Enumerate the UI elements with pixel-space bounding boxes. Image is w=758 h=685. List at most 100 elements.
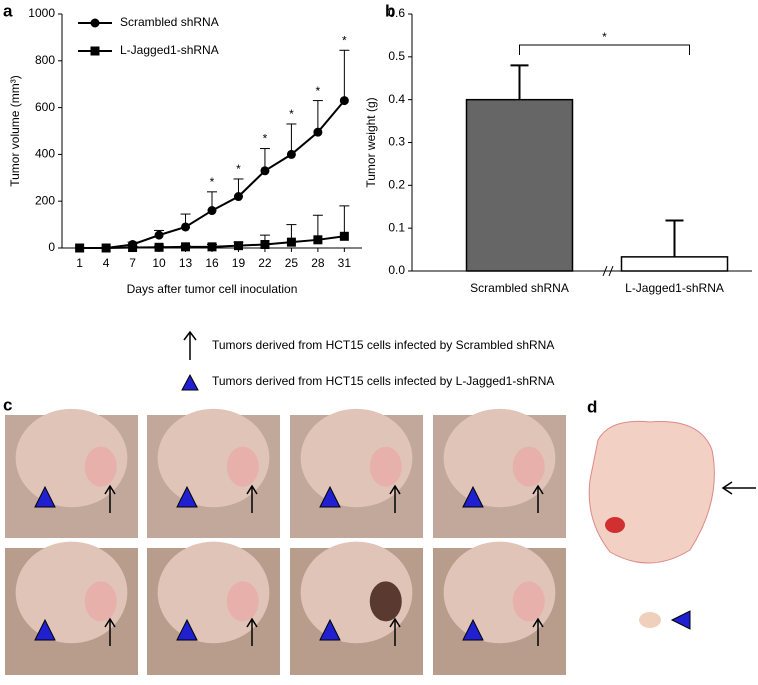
tumor <box>512 581 545 622</box>
arrow-icon <box>532 617 544 628</box>
marker <box>101 243 111 253</box>
marker <box>75 243 85 253</box>
triangle-icon <box>34 485 56 508</box>
marker <box>286 237 296 247</box>
x-tick-label: 10 <box>152 256 166 270</box>
y-tick-label: 200 <box>35 193 55 207</box>
y-tick-label: 0.6 <box>388 6 405 20</box>
marker <box>313 235 323 245</box>
marker <box>339 96 349 106</box>
marker <box>233 192 243 202</box>
legend-text: Tumors derived from HCT15 cells infected… <box>212 338 554 352</box>
triangle-icon <box>176 618 198 641</box>
y-tick-label: 800 <box>35 53 55 67</box>
x-tick-label: 22 <box>258 256 272 270</box>
significance-mark: * <box>236 162 241 176</box>
y-tick-label: 0.0 <box>388 263 405 277</box>
tumor <box>512 446 545 487</box>
y-tick-label: 0.1 <box>388 220 405 234</box>
y-tick-label: 0.4 <box>388 92 405 106</box>
x-tick-label: Scrambled shRNA <box>470 281 569 295</box>
y-tick-label: 0.5 <box>388 49 405 63</box>
significance-mark: * <box>210 175 215 189</box>
significance-bracket <box>519 44 690 55</box>
marker <box>181 242 191 252</box>
x-tick-label: 19 <box>232 256 246 270</box>
tumor <box>639 612 661 628</box>
significance-mark: * <box>602 30 607 44</box>
marker <box>286 149 296 159</box>
y-tick-label: 600 <box>35 100 55 114</box>
marker <box>207 206 217 216</box>
y-tick-label: 0 <box>48 240 55 254</box>
marker <box>260 166 270 176</box>
y-tick-label: 0.2 <box>388 178 405 192</box>
marker <box>313 127 323 137</box>
arrow-icon <box>246 617 258 628</box>
tumor <box>226 581 259 622</box>
tumor <box>369 446 402 487</box>
arrow-icon <box>721 481 733 495</box>
x-tick-label: 4 <box>103 256 110 270</box>
y-tick-label: 0.3 <box>388 135 405 149</box>
panel-label: b <box>385 1 395 20</box>
arrow-icon <box>389 484 401 495</box>
legend-text: Tumors derived from HCT15 cells infected… <box>212 374 554 388</box>
marker <box>128 243 138 253</box>
panel-label: d <box>587 397 597 416</box>
x-tick-label: 13 <box>179 256 193 270</box>
tumor <box>588 420 715 564</box>
triangle-icon <box>319 485 341 508</box>
marker <box>154 230 164 240</box>
significance-mark: * <box>316 84 321 98</box>
marker <box>233 241 243 251</box>
arrow-icon <box>104 484 116 495</box>
significance-mark: * <box>263 132 268 146</box>
x-tick-label: 16 <box>205 256 219 270</box>
x-tick-label: 31 <box>338 256 352 270</box>
x-tick-label: 7 <box>129 256 136 270</box>
legend-marker <box>90 46 100 56</box>
tumor <box>369 581 402 622</box>
legend-text: L-Jagged1-shRNA <box>120 43 219 57</box>
bar <box>465 98 574 272</box>
x-axis-label: Days after tumor cell inoculation <box>127 282 298 296</box>
marker <box>181 222 191 232</box>
x-tick-label: 1 <box>76 256 83 270</box>
arrow-icon <box>104 617 116 628</box>
legend-text: Scrambled shRNA <box>120 15 219 29</box>
marker <box>260 239 270 249</box>
y-axis-label: Tumor volume (mm³) <box>8 75 22 187</box>
tumor-spot <box>605 517 625 533</box>
marker <box>207 242 217 252</box>
triangle-icon <box>34 618 56 641</box>
triangle-icon <box>176 485 198 508</box>
panel-label: c <box>3 395 12 414</box>
triangle-icon <box>462 485 484 508</box>
arrow-icon <box>532 484 544 495</box>
significance-mark: * <box>289 107 294 121</box>
triangle-icon <box>181 373 199 391</box>
y-tick-label: 1000 <box>28 6 55 20</box>
arrow-icon <box>183 330 197 341</box>
legend-marker <box>90 18 100 28</box>
arrow-icon <box>246 484 258 495</box>
triangle-icon <box>670 610 691 630</box>
tumor <box>84 581 117 622</box>
marker <box>339 231 349 241</box>
x-tick-label: L-Jagged1-shRNA <box>625 281 724 295</box>
tumor <box>84 446 117 487</box>
tumor <box>226 446 259 487</box>
axis-break <box>602 265 614 277</box>
y-axis-label: Tumor weight (g) <box>364 97 378 187</box>
triangle-icon <box>319 618 341 641</box>
significance-mark: * <box>342 33 347 47</box>
arrow-icon <box>389 617 401 628</box>
panel-label: a <box>3 1 13 20</box>
bar <box>620 256 729 272</box>
triangle-icon <box>462 618 484 641</box>
x-tick-label: 25 <box>285 256 299 270</box>
marker <box>154 242 164 252</box>
